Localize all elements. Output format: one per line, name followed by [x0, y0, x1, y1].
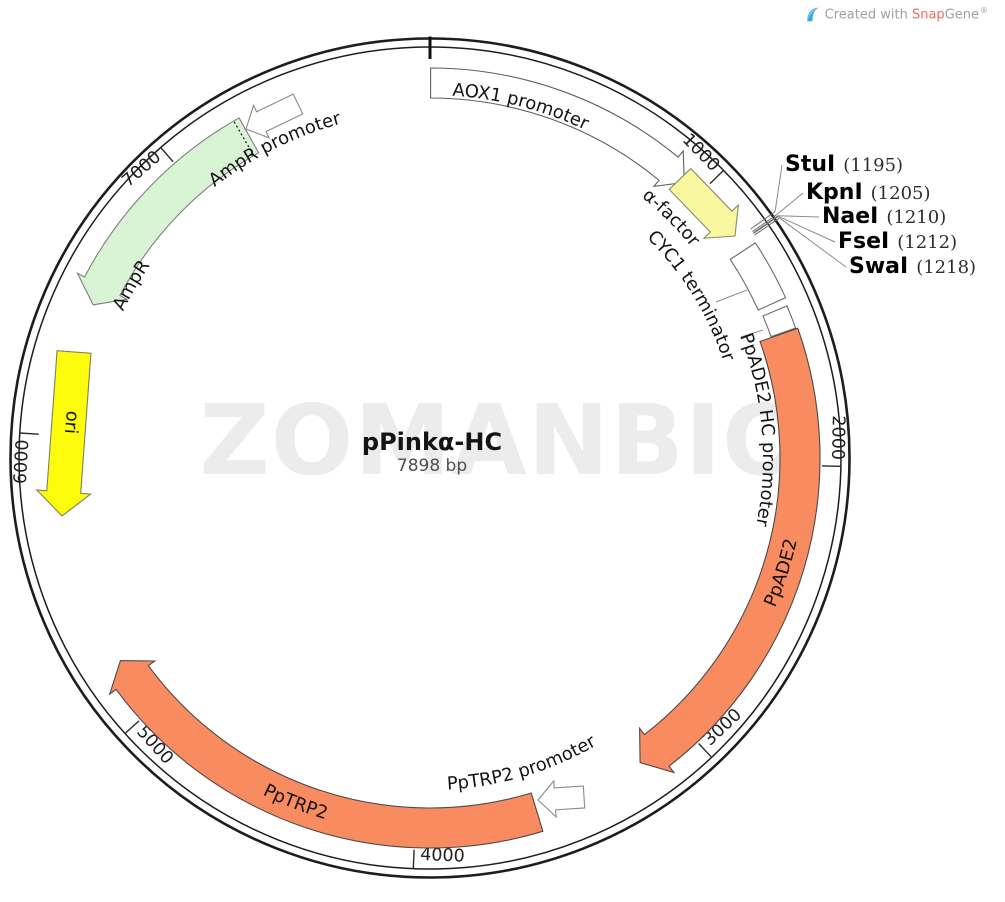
enzyme-position-NaeI: (1210): [886, 207, 946, 228]
enzyme-name-KpnI: KpnI: [806, 180, 863, 205]
site-tick-KpnI: [752, 213, 778, 232]
registered-mark: ®: [980, 6, 988, 16]
tick-mark-5000: [124, 720, 140, 735]
tick-mark-7000: [160, 147, 174, 163]
feature-label-ori: ori: [60, 410, 83, 435]
enzyme-label-KpnI: KpnI (1205): [806, 180, 931, 205]
enzyme-label-NaeI: NaeI (1210): [822, 204, 946, 229]
feature-ampr_promoter: [245, 93, 304, 139]
enzyme-leader-SwaI: [779, 217, 847, 268]
watermark: ZOMANBIO: [199, 384, 806, 497]
feature-ppade2_hc_promoter: [762, 305, 797, 338]
logo-dark-shape: [806, 7, 819, 22]
feature-leader-line-1: [740, 329, 764, 338]
tick-mark-1000: [709, 169, 725, 185]
snapgene-credit: Created with SnapGene®: [805, 6, 988, 23]
plasmid-title-block: pPinkα-HC 7898 bp: [282, 429, 582, 477]
tick-mark-6000: [19, 432, 39, 435]
feature-ori: [35, 350, 93, 517]
enzyme-label-StuI: StuI (1195): [785, 152, 903, 177]
snapgene-logo-icon: [806, 7, 819, 22]
plasmid-name: pPinkα-HC: [361, 428, 503, 456]
feature-leader-line-0: [715, 289, 748, 303]
tick-mark-4000: [412, 849, 415, 869]
feature-boundary-ampr: [233, 121, 254, 156]
enzyme-label-FseI: FseI (1212): [838, 229, 957, 254]
enzyme-leader-NaeI: [777, 215, 820, 218]
feature-pptrp2_promoter: [537, 779, 586, 819]
feature-label-text-ori: ori: [60, 410, 83, 435]
enzyme-position-FseI: (1212): [897, 232, 957, 253]
enzyme-position-KpnI: (1205): [871, 183, 931, 204]
feature-cyc1_terminator: [729, 242, 787, 311]
enzyme-position-SwaI: (1218): [916, 257, 976, 278]
feature-label-pptrp2_promoter: PpTRP2 promoter: [446, 731, 600, 795]
enzyme-name-SwaI: SwaI: [849, 254, 908, 279]
tick-label-2000: 2000: [827, 415, 848, 460]
enzyme-leader-FseI: [778, 215, 836, 243]
feature-label-text-pptrp2_promoter: PpTRP2 promoter: [446, 731, 600, 795]
credit-brand-gene: Gene: [944, 7, 979, 23]
site-tick-FseI: [753, 215, 779, 234]
site-tick-StuI: [750, 211, 776, 230]
enzyme-name-NaeI: NaeI: [822, 204, 878, 229]
feature-ampr: [76, 117, 260, 306]
enzyme-label-SwaI: SwaI (1218): [849, 254, 976, 279]
enzyme-leader-StuI: [774, 164, 783, 212]
tick-label-4000: 4000: [420, 845, 465, 867]
tick-label-6000: 6000: [11, 439, 34, 485]
feature-alpha_factor: [668, 167, 740, 239]
credit-brand-snap: Snap: [911, 7, 945, 23]
enzyme-leader-KpnI: [776, 192, 804, 215]
feature-ppade2: [639, 327, 821, 774]
feature-pptrp2: [108, 660, 544, 849]
enzyme-name-StuI: StuI: [785, 152, 835, 177]
logo-light-shape: [806, 7, 819, 22]
enzyme-position-StuI: (1195): [843, 155, 903, 176]
site-tick-SwaI: [754, 217, 780, 236]
plasmid-size: 7898 bp: [396, 456, 468, 477]
credit-text: Created with SnapGene®: [824, 6, 988, 23]
enzyme-name-FseI: FseI: [838, 229, 889, 254]
tick-mark-3000: [698, 743, 713, 758]
site-tick-NaeI: [753, 215, 779, 234]
